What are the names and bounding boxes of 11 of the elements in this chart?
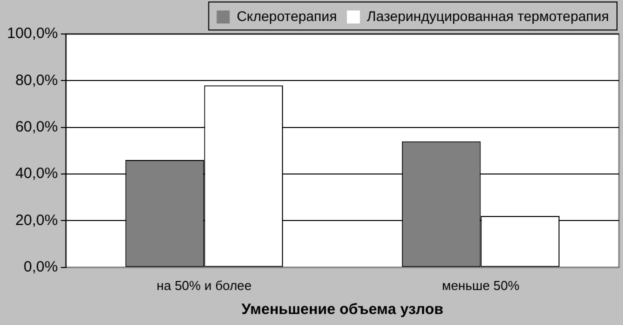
y-tick-label: 60,0% <box>15 118 58 136</box>
legend-label: Склеротерапия <box>236 8 337 24</box>
x-tick-label: на 50% и более <box>156 278 252 293</box>
y-tick-label: 100,0% <box>7 25 58 42</box>
x-tick-label: меньше 50% <box>442 278 520 293</box>
y-tick-label: 0,0% <box>24 258 58 276</box>
y-tick-label: 20,0% <box>15 212 58 229</box>
x-axis-title: Уменьшение объема узлов <box>242 301 444 318</box>
y-tick-label: 80,0% <box>15 72 58 89</box>
y-tick-label: 40,0% <box>15 165 58 182</box>
legend-label: Лазериндуцированная термотерапия <box>366 8 610 24</box>
